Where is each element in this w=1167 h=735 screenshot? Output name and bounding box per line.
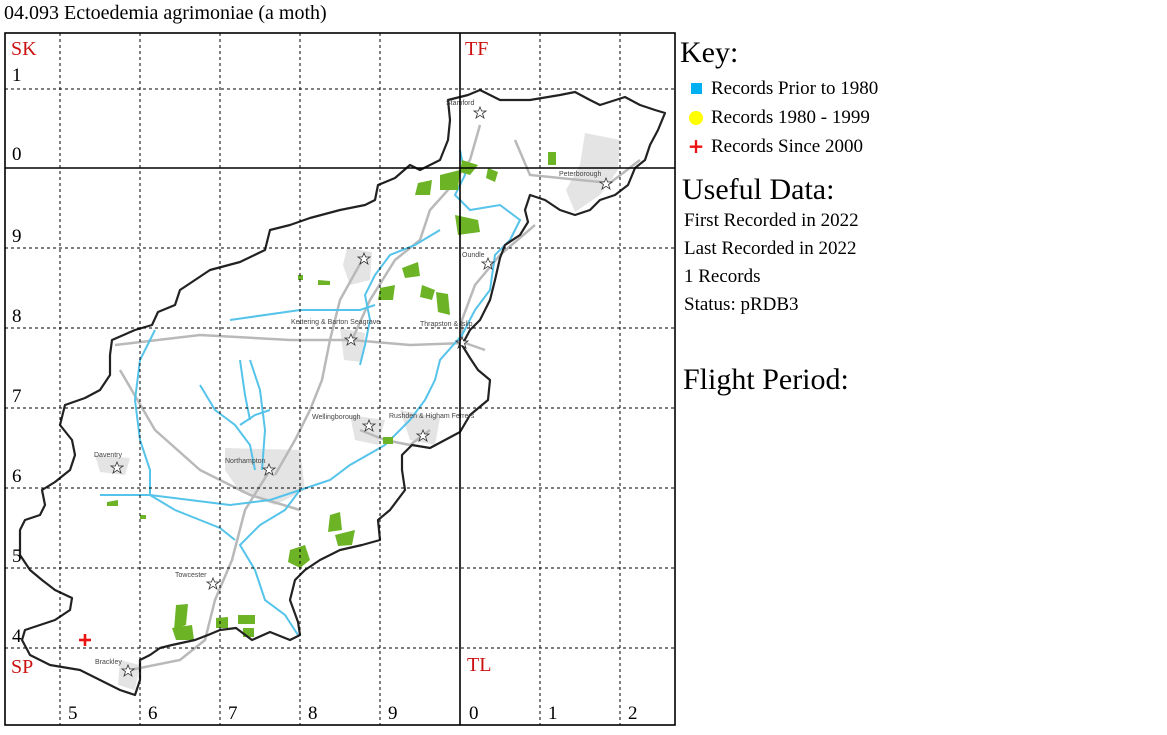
town-label-wellingborough: Wellingborough <box>312 414 361 421</box>
town-label-towcester: Towcester <box>175 572 207 579</box>
page-title: 04.093 Ectoedemia agrimoniae (a moth) <box>4 2 327 24</box>
svg-text:4: 4 <box>12 626 22 647</box>
roads <box>114 124 641 672</box>
square-icon <box>688 74 704 103</box>
status: Status: pRDB3 <box>684 294 799 315</box>
town-label-kettering: Kettering & Barton Seagrave <box>291 319 380 326</box>
svg-text:2: 2 <box>628 703 638 724</box>
grid-dashed <box>5 33 675 725</box>
square-label-tf: TF <box>465 38 488 60</box>
key-label: Records 1980 - 1999 <box>711 107 870 128</box>
urban-areas <box>95 133 620 690</box>
easting-labels: 5 6 7 8 9 0 1 2 <box>68 703 638 724</box>
last-recorded: Last Recorded in 2022 <box>684 238 857 259</box>
town-label-oundle: Oundle <box>462 252 485 259</box>
svg-text:7: 7 <box>228 703 238 724</box>
svg-text:9: 9 <box>388 703 398 724</box>
plus-icon: + <box>687 134 705 158</box>
svg-text:9: 9 <box>12 226 22 247</box>
key-item-1980-1999: Records 1980 - 1999 <box>680 103 1160 132</box>
key-item-prior-1980: Records Prior to 1980 <box>680 74 1160 103</box>
circle-icon <box>688 103 704 132</box>
record-count: 1 Records <box>684 266 761 287</box>
svg-text:5: 5 <box>12 546 22 567</box>
town-label-thrapston: Thrapston & Islip <box>420 321 473 328</box>
svg-text:0: 0 <box>469 703 479 724</box>
distribution-map: Stamford Peterborough Oundle Kettering &… <box>4 32 676 726</box>
northing-labels: 1 0 9 8 7 6 5 4 <box>12 65 22 647</box>
svg-text:8: 8 <box>12 306 22 327</box>
square-label-tl: TL <box>467 654 491 676</box>
grid-solid <box>4 32 676 726</box>
flight-period-title: Flight Period: <box>683 363 849 396</box>
key-label: Records Prior to 1980 <box>711 78 879 99</box>
key-label: Records Since 2000 <box>711 136 863 157</box>
key-title: Key: <box>680 36 739 69</box>
useful-data-title: Useful Data: <box>682 173 835 206</box>
town-label-rushden: Rushden & Higham Ferrers <box>389 413 475 420</box>
town-label-northampton: Northampton <box>225 458 266 465</box>
svg-text:5: 5 <box>68 703 78 724</box>
county-outline <box>18 88 667 697</box>
svg-text:6: 6 <box>148 703 158 724</box>
svg-text:1: 1 <box>12 65 22 86</box>
first-recorded: First Recorded in 2022 <box>684 210 859 231</box>
svg-text:7: 7 <box>12 386 22 407</box>
town-label-brackley: Brackley <box>95 659 122 666</box>
svg-text:8: 8 <box>308 703 318 724</box>
key-item-since-2000: + Records Since 2000 <box>680 132 1160 161</box>
town-label-daventry: Daventry <box>94 452 123 459</box>
side-panel: Key: Records Prior to 1980 Records 1980 … <box>680 30 1160 397</box>
rivers <box>100 149 522 636</box>
town-label-peterborough: Peterborough <box>559 171 602 178</box>
svg-text:6: 6 <box>12 466 22 487</box>
town-markers <box>109 105 614 677</box>
square-label-sk: SK <box>11 38 37 60</box>
record-marker-since-2000 <box>79 634 91 646</box>
svg-text:1: 1 <box>548 703 558 724</box>
svg-text:0: 0 <box>12 144 22 165</box>
square-label-sp: SP <box>11 656 33 678</box>
